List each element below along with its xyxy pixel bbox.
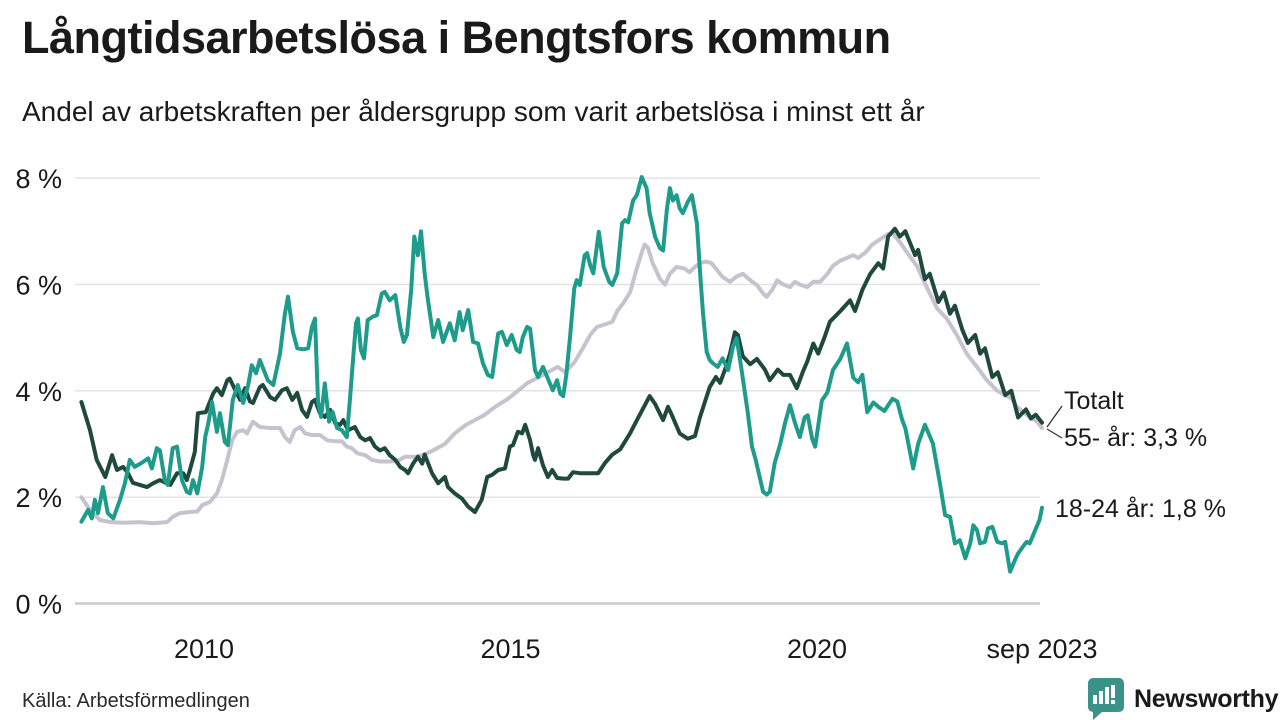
page-title: Långtidsarbetslösa i Bengtsfors kommun (22, 12, 891, 63)
newsworthy-logo-icon (1088, 678, 1124, 720)
annotation-55-ar: 55- år: 3,3 % (1064, 424, 1208, 452)
annotation-18-24-ar: 18-24 år: 1,8 % (1055, 495, 1226, 523)
logo-bar-1 (1093, 695, 1097, 704)
series-line-55-ar (79, 232, 1044, 526)
x-tick-label: sep 2023 (986, 634, 1097, 664)
annotation-totalt: Totalt (1064, 387, 1124, 415)
y-tick-label: 6 % (15, 271, 62, 301)
logo-bar-2 (1099, 691, 1103, 704)
leader-line-totalt (1046, 405, 1063, 428)
x-tick-label: 2015 (480, 634, 540, 664)
y-tick-label: 2 % (15, 483, 62, 513)
leader-line-55-ar (1046, 428, 1063, 439)
y-tick-label: 4 % (15, 377, 62, 407)
source-caption: Källa: Arbetsförmedlingen (22, 690, 250, 712)
newsworthy-brand: Newsworthy (1084, 676, 1279, 720)
x-tick-label: 2010 (174, 634, 234, 664)
logo-exclamation-stem (1111, 685, 1115, 698)
page-subtitle: Andel av arbetskraften per åldersgrupp s… (22, 96, 925, 127)
y-tick-label: 8 % (15, 164, 62, 194)
y-tick-label: 0 % (15, 590, 62, 620)
series-line-18-24-ar (79, 175, 1044, 574)
brand-name: Newsworthy (1134, 684, 1279, 713)
logo-exclamation-dot (1111, 700, 1115, 704)
logo-bar-3 (1105, 687, 1109, 704)
x-tick-label: 2020 (787, 634, 847, 664)
